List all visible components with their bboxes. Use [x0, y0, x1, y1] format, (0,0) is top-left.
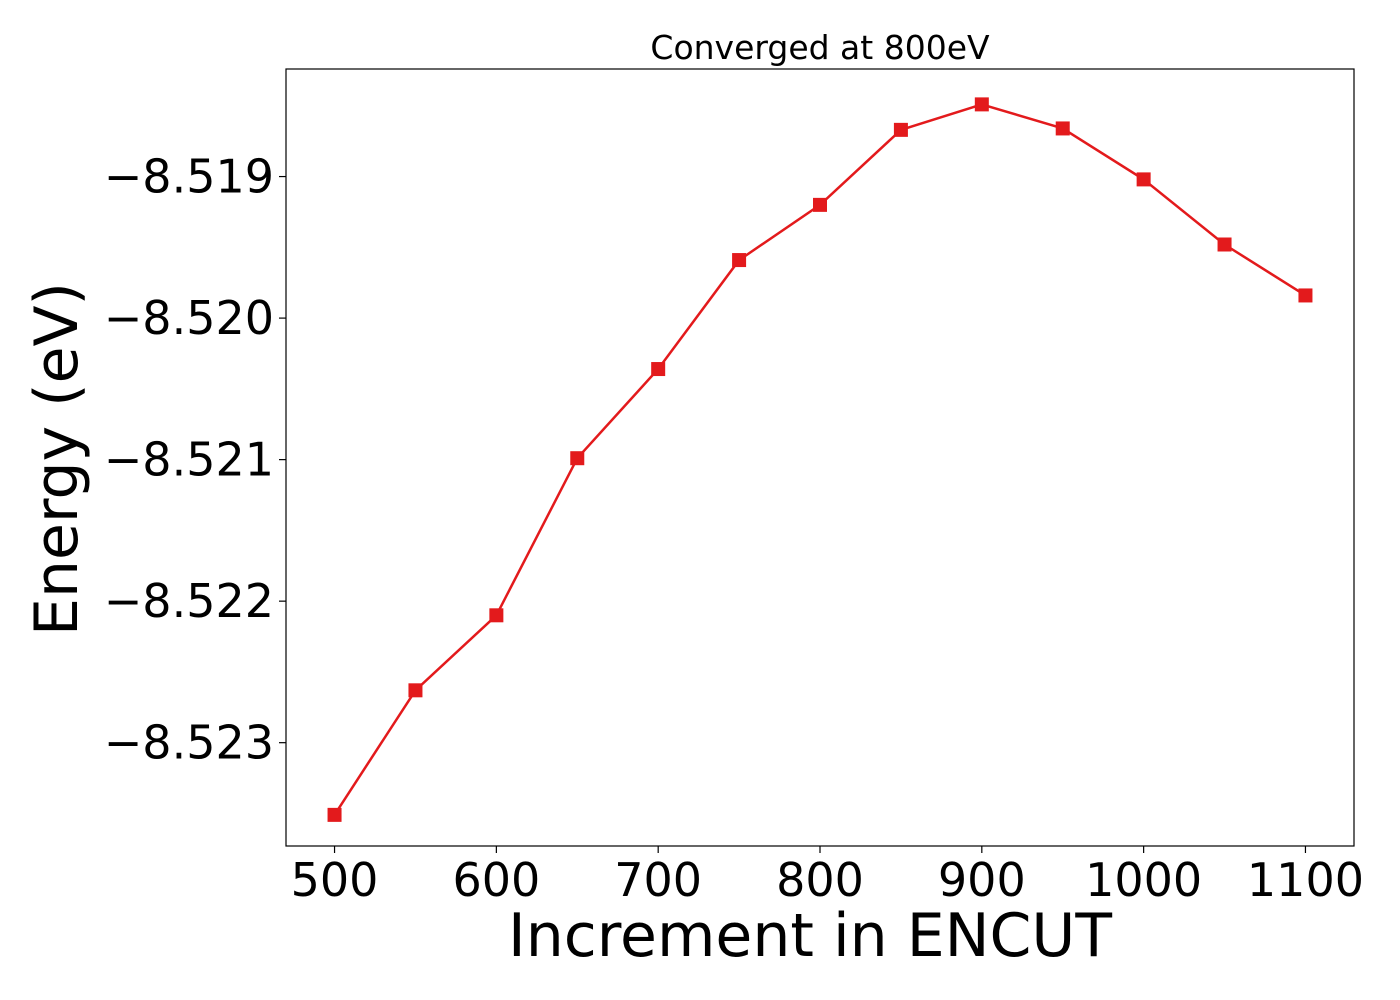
x-tick-label: 700	[614, 853, 702, 907]
y-axis-label: Energy (eV)	[22, 282, 92, 636]
data-point	[408, 683, 423, 698]
y-tick-label: −8.521	[104, 433, 274, 487]
y-axis: −8.523 −8.522 −8.521 −8.520 −8.519	[104, 150, 286, 770]
data-point	[651, 362, 666, 377]
data-point	[732, 253, 747, 268]
data-point	[1217, 237, 1232, 252]
data-point	[893, 122, 908, 137]
data-point	[813, 197, 827, 212]
data-point	[570, 451, 585, 466]
x-tick-label: 900	[938, 853, 1026, 907]
y-tick-label: −8.522	[104, 574, 274, 628]
data-point	[1298, 288, 1313, 303]
x-tick-label: 600	[452, 853, 540, 907]
series-layer	[327, 97, 1313, 822]
data-point	[327, 807, 342, 822]
data-point	[1055, 121, 1070, 136]
x-tick-label: 500	[291, 853, 379, 907]
chart-title: Converged at 800eV	[650, 28, 990, 67]
x-tick-label: 1100	[1247, 853, 1364, 907]
x-axis: 500 600 700 800 900 1000 1100	[291, 846, 1364, 907]
data-point	[1136, 172, 1151, 187]
data-point	[974, 97, 989, 112]
x-tick-label: 800	[776, 853, 864, 907]
x-axis-label: Increment in ENCUT	[508, 901, 1112, 971]
y-tick-label: −8.519	[104, 150, 274, 204]
data-point	[489, 608, 504, 623]
y-tick-label: −8.523	[104, 716, 274, 770]
y-tick-label: −8.520	[104, 291, 274, 345]
plot-frame	[285, 68, 1355, 847]
x-tick-label: 1000	[1085, 853, 1202, 907]
